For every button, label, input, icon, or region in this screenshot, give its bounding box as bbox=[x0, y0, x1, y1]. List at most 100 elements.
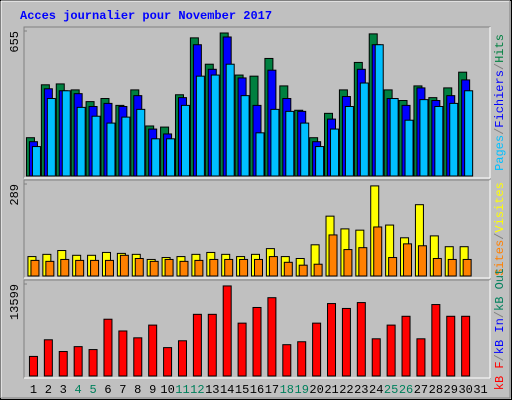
x-tick-label: 27 bbox=[414, 383, 428, 397]
x-tick-label: 13 bbox=[205, 383, 219, 397]
bar bbox=[431, 304, 441, 377]
bar bbox=[462, 258, 472, 277]
x-tick-label: 26 bbox=[399, 383, 413, 397]
legend-separator: / bbox=[493, 63, 507, 70]
bar bbox=[283, 261, 293, 277]
x-tick-label: 12 bbox=[190, 383, 204, 397]
chart-title: Acces journalier pour November 2017 bbox=[20, 9, 272, 23]
x-tick-label: 29 bbox=[444, 383, 458, 397]
x-tick-label: 9 bbox=[149, 383, 156, 397]
bar bbox=[209, 258, 219, 277]
bar bbox=[31, 146, 41, 177]
bar bbox=[255, 132, 265, 177]
legend-entry: kB F bbox=[493, 361, 507, 390]
x-tick-label: 5 bbox=[89, 383, 96, 397]
legend-entry: kB In bbox=[493, 318, 507, 354]
x-tick-label: 24 bbox=[369, 383, 383, 397]
bar bbox=[254, 258, 263, 277]
bar bbox=[195, 75, 205, 177]
bar bbox=[297, 341, 307, 377]
bar bbox=[163, 347, 173, 377]
bar bbox=[134, 257, 144, 277]
bar bbox=[461, 315, 471, 377]
legend-entry: kB Out bbox=[493, 268, 507, 311]
bar bbox=[30, 259, 40, 277]
bar bbox=[447, 258, 457, 277]
x-tick-label: 2 bbox=[45, 383, 52, 397]
bar bbox=[46, 98, 56, 177]
bar bbox=[61, 90, 71, 177]
x-tick-label: 10 bbox=[160, 383, 174, 397]
bar bbox=[73, 346, 83, 377]
bar bbox=[358, 247, 368, 277]
bar bbox=[148, 324, 158, 377]
bar bbox=[313, 263, 323, 277]
bar bbox=[356, 302, 366, 377]
x-tick-label: 6 bbox=[104, 383, 111, 397]
x-tick-label: 7 bbox=[119, 383, 126, 397]
bar bbox=[328, 234, 338, 277]
bar bbox=[133, 337, 143, 377]
bar bbox=[91, 115, 101, 177]
bar bbox=[225, 63, 235, 177]
bar bbox=[389, 98, 399, 177]
bar bbox=[194, 259, 204, 277]
bar bbox=[268, 256, 278, 277]
bar bbox=[315, 146, 325, 177]
bar bbox=[179, 260, 189, 277]
bar bbox=[404, 119, 414, 177]
bar bbox=[285, 110, 295, 177]
x-tick-label: 17 bbox=[265, 383, 279, 397]
legend-separator: / bbox=[493, 128, 507, 135]
bar bbox=[432, 257, 442, 277]
bar bbox=[237, 322, 247, 377]
bar bbox=[180, 104, 190, 177]
bar bbox=[270, 108, 280, 177]
bar bbox=[121, 116, 131, 177]
bar bbox=[386, 324, 396, 377]
x-tick-label: 11 bbox=[175, 383, 189, 397]
x-tick-label: 20 bbox=[309, 383, 323, 397]
legend: kB F/kB In/kB Out bbox=[493, 268, 507, 390]
bar bbox=[371, 338, 381, 377]
bar bbox=[403, 243, 413, 277]
bar bbox=[207, 313, 217, 377]
bar bbox=[28, 355, 38, 377]
y-tick-label: 13599 bbox=[8, 284, 22, 320]
bar bbox=[417, 245, 427, 277]
bar bbox=[43, 339, 53, 377]
bar bbox=[252, 306, 262, 377]
bar bbox=[119, 254, 129, 277]
x-tick-label: 1 bbox=[30, 383, 37, 397]
legend-separator: / bbox=[493, 311, 507, 318]
bar bbox=[103, 318, 113, 377]
bar bbox=[449, 102, 459, 177]
bar bbox=[416, 338, 426, 377]
bar bbox=[434, 105, 444, 177]
bar bbox=[373, 226, 383, 277]
legend-separator: / bbox=[493, 354, 507, 361]
bar bbox=[312, 322, 322, 377]
y-tick-label: 289 bbox=[8, 184, 22, 206]
legend-entry: Hits bbox=[493, 34, 507, 63]
bar bbox=[104, 259, 114, 277]
x-tick-label: 31 bbox=[473, 383, 487, 397]
x-tick-label: 22 bbox=[339, 383, 353, 397]
y-tick-label: 655 bbox=[8, 31, 22, 53]
legend-entry: Visites bbox=[493, 182, 507, 232]
bar bbox=[240, 95, 250, 177]
legend-entry: Sites bbox=[493, 240, 507, 276]
bar bbox=[210, 74, 220, 177]
bar bbox=[330, 128, 340, 177]
bar bbox=[401, 315, 411, 377]
bar bbox=[76, 106, 86, 177]
x-tick-label: 28 bbox=[429, 383, 443, 397]
bar bbox=[224, 258, 234, 277]
bar bbox=[239, 258, 249, 277]
bar bbox=[344, 105, 354, 177]
bar bbox=[267, 297, 277, 377]
bar bbox=[106, 122, 116, 177]
bar bbox=[300, 122, 310, 177]
bar bbox=[282, 344, 292, 377]
x-tick-label: 19 bbox=[295, 383, 309, 397]
